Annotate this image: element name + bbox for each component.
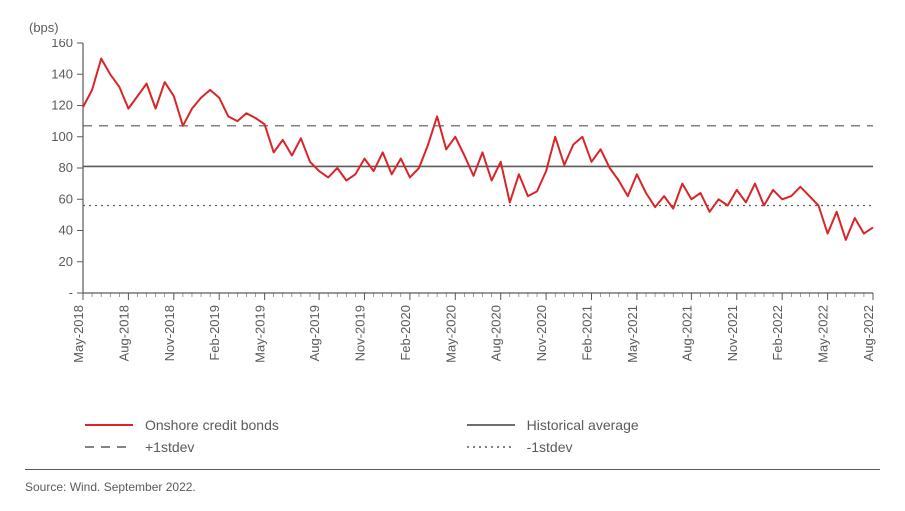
legend-label: +1stdev [145,439,194,455]
svg-text:Aug-2020: Aug-2020 [489,305,504,361]
svg-text:160: 160 [51,39,73,50]
source-text: Source: Wind. September 2022. [25,480,196,494]
svg-text:Aug-2018: Aug-2018 [116,305,131,361]
svg-text:Nov-2018: Nov-2018 [162,305,177,361]
svg-text:Aug-2021: Aug-2021 [679,305,694,361]
svg-text:Nov-2021: Nov-2021 [725,305,740,361]
legend-label: Historical average [527,417,639,433]
svg-text:May-2022: May-2022 [816,305,831,363]
svg-text:May-2018: May-2018 [71,305,86,363]
svg-text:140: 140 [51,66,73,81]
line-chart: - 20 40 60 80 100 120 140 160 May-2018 Aug-2018 Nov… [25,39,880,409]
legend-item-hist: Historical average [467,417,849,433]
svg-text:Feb-2022: Feb-2022 [770,305,785,361]
legend-swatch-solid [467,418,515,432]
legend: Onshore credit bonds +1stdev Historical … [85,417,880,455]
svg-text:40: 40 [59,223,73,238]
svg-text:May-2019: May-2019 [253,305,268,363]
svg-text:-: - [69,285,73,300]
svg-text:Feb-2021: Feb-2021 [580,305,595,361]
legend-swatch-dots [467,440,515,454]
svg-text:May-2021: May-2021 [625,305,640,363]
legend-item-minus: -1stdev [467,439,849,455]
source-footer: Source: Wind. September 2022. [25,469,880,494]
chart-container: (bps) - 20 40 60 80 100 120 140 160 May-2018 Aug-2… [25,20,880,494]
svg-text:Aug-2019: Aug-2019 [307,305,322,361]
legend-item-onshore: Onshore credit bonds [85,417,467,433]
svg-text:Aug-2022: Aug-2022 [861,305,876,361]
svg-text:20: 20 [59,254,73,269]
svg-text:Feb-2020: Feb-2020 [398,305,413,361]
svg-text:May-2020: May-2020 [443,305,458,363]
legend-swatch-dash [85,440,133,454]
legend-label: Onshore credit bonds [145,417,279,433]
svg-text:Nov-2019: Nov-2019 [352,305,367,361]
legend-label: -1stdev [527,439,573,455]
legend-item-plus: +1stdev [85,439,467,455]
svg-text:Nov-2020: Nov-2020 [534,305,549,361]
svg-text:80: 80 [59,160,73,175]
svg-text:100: 100 [51,129,73,144]
svg-text:Feb-2019: Feb-2019 [207,305,222,361]
svg-text:60: 60 [59,191,73,206]
y-axis-title: (bps) [29,20,880,35]
legend-swatch-line [85,418,133,432]
svg-text:120: 120 [51,98,73,113]
